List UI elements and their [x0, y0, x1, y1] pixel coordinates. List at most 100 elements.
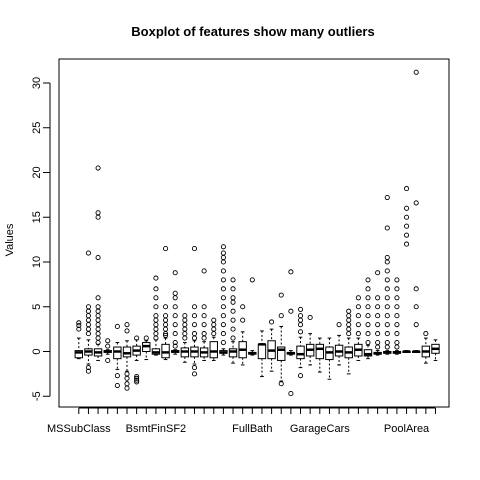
outlier-point	[163, 323, 167, 327]
box-group	[258, 331, 265, 377]
outlier-point	[96, 332, 100, 336]
box-iqr	[297, 346, 304, 359]
outlier-point	[183, 327, 187, 331]
outlier-point	[270, 320, 274, 324]
outlier-point	[86, 327, 90, 331]
outlier-point	[212, 318, 216, 322]
outlier-point	[337, 323, 341, 327]
box-iqr	[316, 344, 323, 358]
box-group	[316, 338, 323, 372]
outlier-point	[279, 314, 283, 318]
outlier-point	[163, 305, 167, 309]
y-tick-label: 25	[31, 122, 43, 134]
outlier-point	[202, 323, 206, 327]
outlier-point	[231, 287, 235, 291]
box-iqr	[162, 344, 169, 357]
x-tick-label: PoolArea	[384, 423, 430, 435]
outlier-point	[125, 329, 129, 333]
outlier-point	[202, 269, 206, 273]
outlier-point	[96, 211, 100, 215]
box-group	[287, 270, 294, 396]
box-group	[104, 339, 111, 363]
outlier-point	[183, 332, 187, 336]
outlier-point	[231, 309, 235, 313]
outlier-point	[231, 318, 235, 322]
outlier-point	[385, 305, 389, 309]
outlier-point	[202, 314, 206, 318]
outlier-point	[395, 332, 399, 336]
outlier-point	[173, 271, 177, 275]
box-group	[85, 251, 92, 373]
outlier-point	[125, 372, 129, 376]
outlier-point	[96, 215, 100, 219]
outlier-point	[96, 309, 100, 313]
outlier-point	[183, 323, 187, 327]
box-group	[268, 320, 275, 371]
outlier-point	[404, 187, 408, 191]
outlier-point	[289, 391, 293, 395]
outlier-point	[96, 255, 100, 259]
outlier-point	[221, 305, 225, 309]
outlier-point	[385, 255, 389, 259]
outlier-point	[395, 296, 399, 300]
outlier-point	[221, 245, 225, 249]
outlier-point	[163, 318, 167, 322]
outlier-point	[385, 226, 389, 230]
outlier-point	[212, 327, 216, 331]
outlier-point	[298, 374, 302, 378]
box-group	[422, 332, 429, 364]
outlier-point	[298, 318, 302, 322]
outlier-point	[347, 318, 351, 322]
outlier-point	[347, 327, 351, 331]
outlier-point	[221, 278, 225, 282]
outlier-point	[366, 305, 370, 309]
outlier-point	[424, 332, 428, 336]
outlier-point	[385, 278, 389, 282]
outlier-point	[125, 386, 129, 390]
outlier-point	[376, 305, 380, 309]
outlier-point	[154, 287, 158, 291]
outlier-point	[86, 314, 90, 318]
box-group	[133, 336, 140, 384]
outlier-point	[376, 340, 380, 344]
outlier-point	[231, 336, 235, 340]
box-group	[210, 318, 217, 360]
outlier-point	[86, 323, 90, 327]
y-tick-label: 30	[31, 77, 43, 89]
outlier-point	[77, 321, 81, 325]
outlier-point	[96, 336, 100, 340]
box-group	[326, 338, 333, 379]
outlier-point	[414, 305, 418, 309]
outlier-point	[192, 366, 196, 370]
box-iqr	[114, 347, 121, 359]
outlier-point	[395, 314, 399, 318]
outlier-point	[202, 336, 206, 340]
outlier-point	[395, 278, 399, 282]
outlier-point	[241, 318, 245, 322]
box-group	[384, 195, 391, 354]
outlier-point	[308, 315, 312, 319]
box-iqr	[258, 344, 265, 358]
outlier-point	[183, 336, 187, 340]
outlier-point	[154, 296, 158, 300]
outlier-point	[154, 327, 158, 331]
outlier-point	[173, 305, 177, 309]
outlier-point	[221, 314, 225, 318]
outlier-point	[212, 332, 216, 336]
box-group	[278, 293, 285, 386]
outlier-point	[221, 340, 225, 344]
outlier-point	[414, 323, 418, 327]
box-group	[355, 296, 362, 361]
outlier-point	[298, 330, 302, 334]
outlier-point	[366, 323, 370, 327]
outlier-point	[366, 287, 370, 291]
outlier-point	[173, 323, 177, 327]
box-group	[75, 321, 82, 359]
outlier-point	[347, 309, 351, 313]
outlier-point	[395, 340, 399, 344]
box-iqr	[210, 342, 217, 358]
outlier-point	[115, 383, 119, 387]
outlier-point	[192, 336, 196, 340]
outlier-point	[115, 324, 119, 328]
